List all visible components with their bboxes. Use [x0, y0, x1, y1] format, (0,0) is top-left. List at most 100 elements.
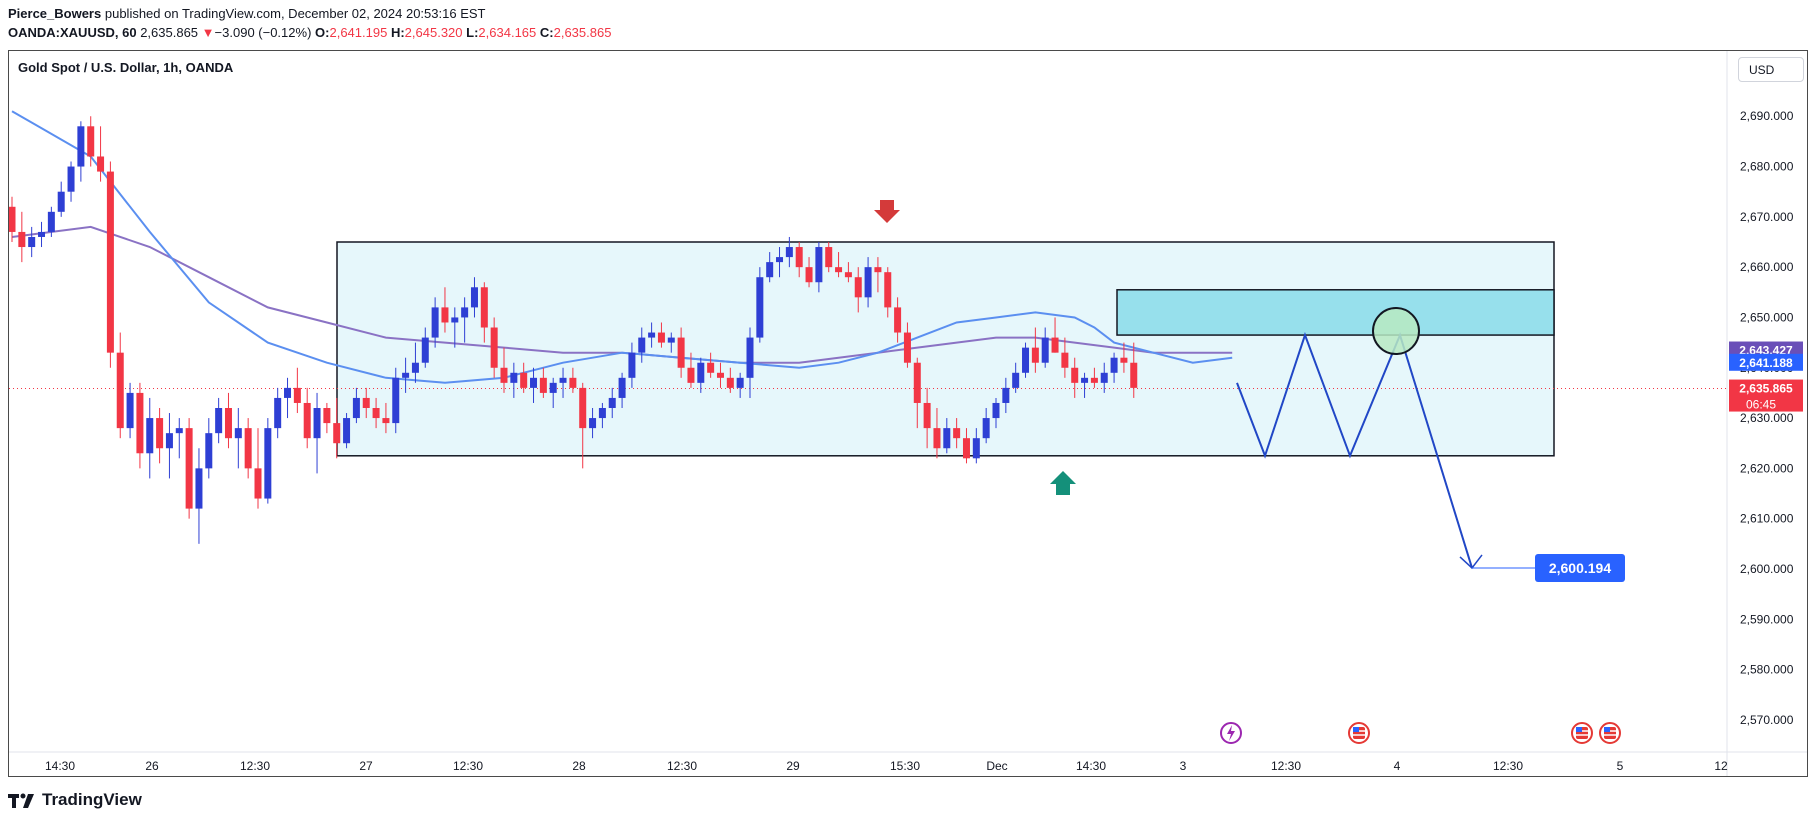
- retest-circle[interactable]: [1372, 307, 1420, 356]
- candle-body[interactable]: [687, 367, 695, 383]
- candle-body[interactable]: [165, 433, 173, 449]
- candle-body[interactable]: [559, 377, 567, 383]
- candle-body[interactable]: [461, 307, 469, 318]
- candle-body[interactable]: [313, 408, 321, 439]
- candle-body[interactable]: [362, 397, 370, 408]
- candle-body[interactable]: [28, 236, 36, 248]
- candle-body[interactable]: [589, 418, 597, 429]
- candle-body[interactable]: [874, 267, 882, 273]
- candle-body[interactable]: [657, 332, 665, 343]
- candle-body[interactable]: [903, 332, 911, 363]
- candle-body[interactable]: [185, 428, 193, 509]
- candle-body[interactable]: [579, 387, 587, 429]
- candle-body[interactable]: [87, 126, 95, 157]
- candle-body[interactable]: [539, 377, 547, 393]
- candle-body[interactable]: [284, 387, 292, 398]
- currency-button[interactable]: USD: [1738, 57, 1804, 82]
- candle-body[interactable]: [480, 287, 488, 328]
- resistance-box[interactable]: [1116, 289, 1555, 336]
- candle-body[interactable]: [1041, 337, 1049, 363]
- candle-body[interactable]: [195, 468, 203, 509]
- candle-body[interactable]: [894, 307, 902, 333]
- candle-body[interactable]: [382, 418, 390, 424]
- candle-body[interactable]: [608, 397, 616, 408]
- candle-body[interactable]: [146, 418, 154, 454]
- candle-body[interactable]: [835, 267, 843, 273]
- candle-body[interactable]: [549, 382, 557, 393]
- candle-body[interactable]: [756, 277, 764, 338]
- candle-body[interactable]: [1090, 377, 1098, 383]
- candle-body[interactable]: [1051, 337, 1059, 353]
- candle-body[interactable]: [57, 191, 65, 212]
- candle-body[interactable]: [844, 272, 852, 278]
- candle-body[interactable]: [943, 428, 951, 449]
- candle-body[interactable]: [47, 211, 55, 232]
- candle-body[interactable]: [136, 392, 144, 454]
- candle-body[interactable]: [628, 352, 636, 378]
- candle-body[interactable]: [205, 433, 213, 469]
- candle-body[interactable]: [441, 307, 449, 323]
- candle-body[interactable]: [815, 247, 823, 283]
- candle-body[interactable]: [421, 337, 429, 363]
- candle-body[interactable]: [303, 402, 311, 439]
- candle-body[interactable]: [677, 337, 685, 368]
- candle-body[interactable]: [569, 377, 577, 388]
- candle-body[interactable]: [1110, 357, 1118, 373]
- candle-body[interactable]: [736, 377, 744, 388]
- candle-body[interactable]: [884, 272, 892, 308]
- fast-ma-price-tag[interactable]: [1729, 353, 1803, 371]
- candle-body[interactable]: [106, 171, 114, 353]
- candle-body[interactable]: [776, 257, 784, 263]
- candle-body[interactable]: [1061, 352, 1069, 368]
- candle-body[interactable]: [215, 408, 223, 434]
- candle-body[interactable]: [785, 247, 793, 258]
- candle-body[interactable]: [962, 438, 970, 459]
- candle-body[interactable]: [392, 377, 400, 424]
- author-name[interactable]: Pierce_Bowers: [8, 6, 102, 21]
- candle-body[interactable]: [323, 408, 331, 424]
- candle-body[interactable]: [293, 387, 301, 403]
- candle-body[interactable]: [598, 408, 606, 419]
- candle-body[interactable]: [490, 327, 498, 368]
- candle-body[interactable]: [648, 332, 656, 338]
- candle-body[interactable]: [726, 377, 734, 388]
- candle-body[interactable]: [864, 267, 872, 298]
- candle-body[interactable]: [264, 428, 272, 499]
- candle-body[interactable]: [333, 423, 341, 444]
- candle-body[interactable]: [470, 287, 478, 308]
- candle-body[interactable]: [1100, 372, 1108, 383]
- candle-body[interactable]: [618, 377, 626, 398]
- candle-body[interactable]: [923, 402, 931, 429]
- candle-body[interactable]: [244, 428, 252, 469]
- candle-body[interactable]: [1071, 367, 1079, 383]
- candle-body[interactable]: [520, 372, 528, 388]
- candle-body[interactable]: [500, 367, 508, 383]
- candle-body[interactable]: [982, 418, 990, 439]
- candle-body[interactable]: [854, 277, 862, 298]
- candle-body[interactable]: [411, 362, 419, 373]
- candle-body[interactable]: [116, 352, 124, 429]
- candle-body[interactable]: [402, 372, 410, 378]
- candle-body[interactable]: [510, 372, 518, 383]
- candle-body[interactable]: [697, 362, 705, 383]
- candle-body[interactable]: [352, 397, 360, 419]
- candle-body[interactable]: [992, 402, 1000, 419]
- candle-body[interactable]: [38, 231, 46, 237]
- candle-body[interactable]: [1120, 357, 1128, 363]
- candle-body[interactable]: [972, 438, 980, 459]
- candle-body[interactable]: [707, 362, 715, 373]
- candle-body[interactable]: [913, 362, 921, 403]
- candle-body[interactable]: [451, 317, 459, 323]
- range-box[interactable]: [336, 241, 1555, 457]
- candle-body[interactable]: [1031, 347, 1039, 363]
- candle-body[interactable]: [97, 156, 105, 172]
- candle-body[interactable]: [18, 231, 26, 248]
- candle-body[interactable]: [766, 262, 774, 278]
- candle-body[interactable]: [77, 126, 85, 167]
- candle-body[interactable]: [1012, 372, 1020, 388]
- target-callout[interactable]: [1535, 553, 1625, 582]
- candle-body[interactable]: [530, 377, 538, 388]
- projection-path[interactable]: [1236, 332, 1473, 569]
- candle-body[interactable]: [274, 397, 282, 429]
